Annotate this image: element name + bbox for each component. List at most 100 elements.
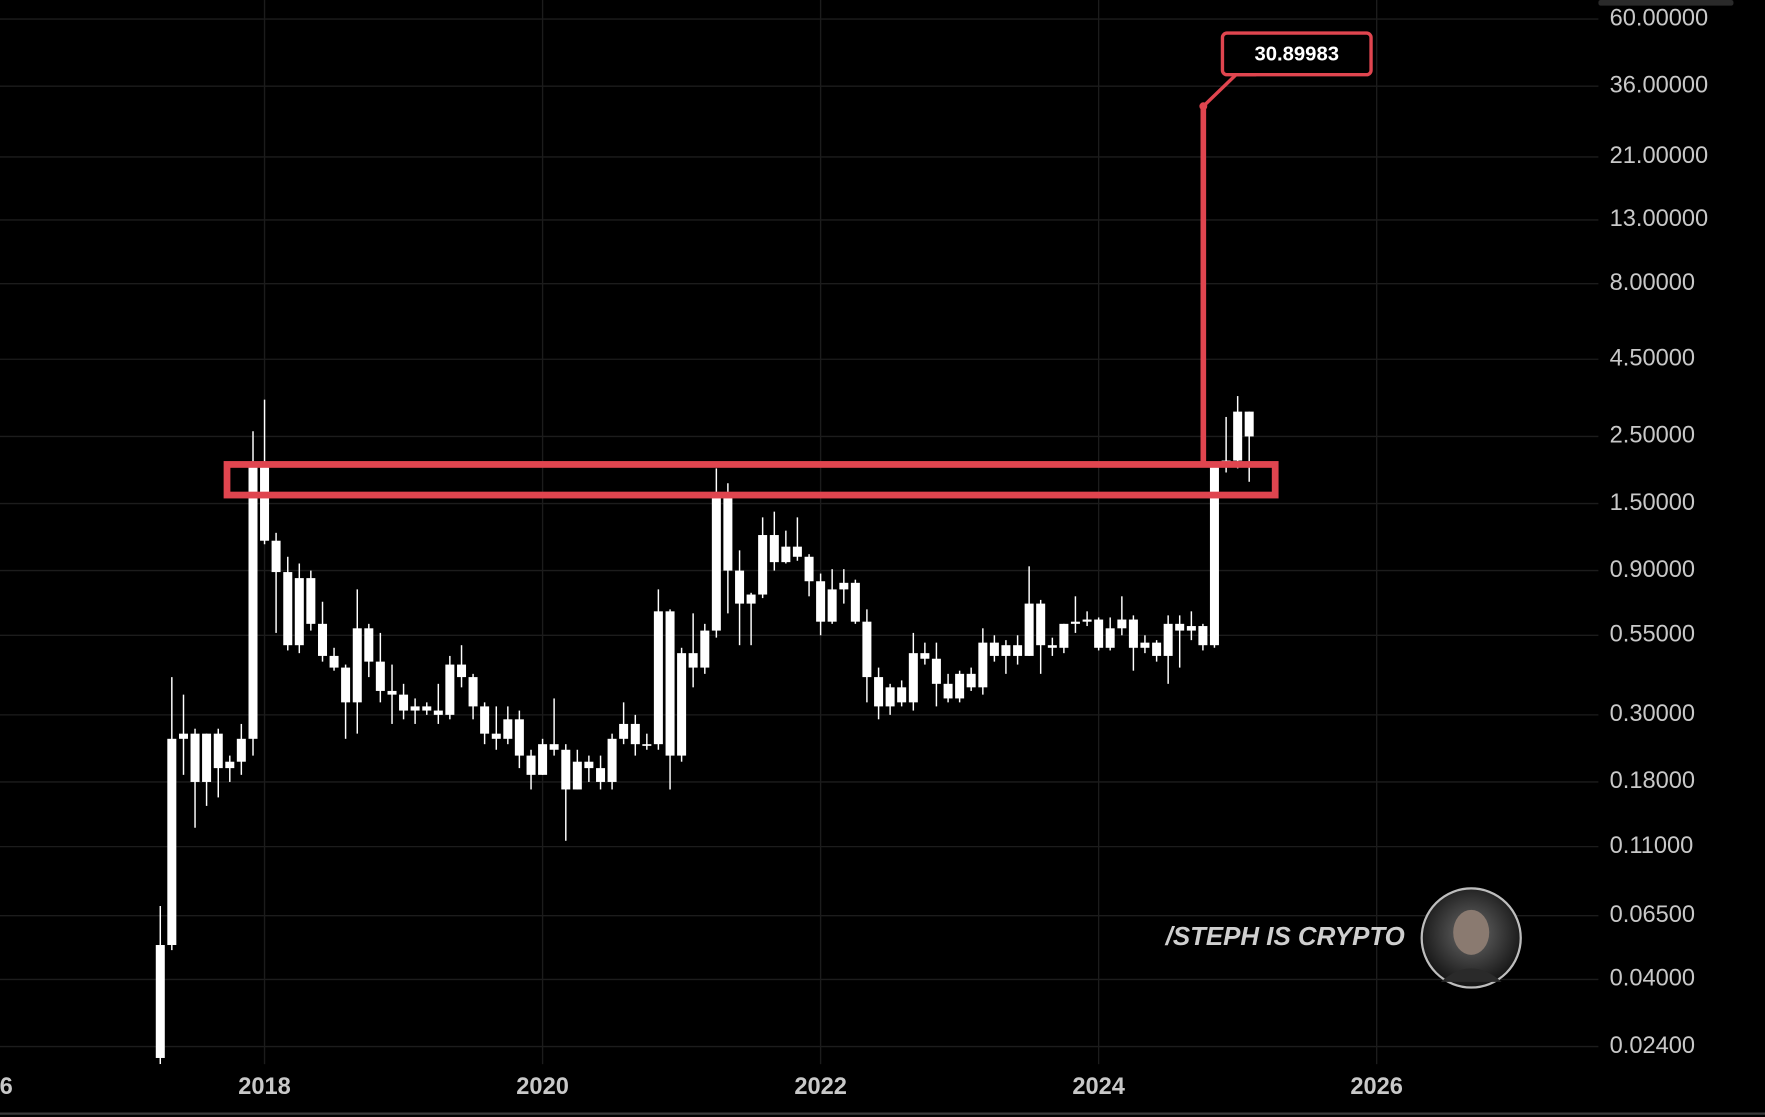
candle-body [746, 594, 756, 604]
candle-body [1001, 645, 1011, 656]
candle-body [908, 653, 918, 703]
candle-body [236, 738, 246, 762]
candle-body [804, 556, 814, 582]
candle-body [943, 683, 953, 699]
candle-body [480, 706, 490, 734]
candle-body [989, 642, 999, 656]
candle-body [619, 723, 629, 739]
x-tick-label: 2016 [0, 1074, 13, 1100]
candle-body [1094, 619, 1104, 648]
candle-body [1047, 645, 1057, 648]
y-tick-label: 0.11000 [1610, 833, 1694, 859]
x-tick-label: 2026 [1350, 1074, 1403, 1100]
candle-body [271, 540, 281, 573]
callout-label: 30.89983 [1255, 43, 1339, 65]
x-tick-label: 2024 [1072, 1074, 1125, 1100]
candle-body [1209, 467, 1219, 646]
candle-body [294, 578, 304, 646]
candle-body [202, 733, 212, 782]
candle-body [538, 744, 548, 775]
candle-body [966, 673, 976, 688]
candle-body [167, 738, 177, 946]
candle-body [596, 768, 606, 782]
candle-body [758, 535, 768, 595]
y-tick-label: 8.00000 [1610, 270, 1695, 296]
candle-body [897, 687, 907, 703]
y-tick-label: 1.50000 [1610, 490, 1695, 516]
y-tick-label: 0.30000 [1610, 701, 1695, 727]
candle-body [329, 655, 339, 668]
candle-body [213, 733, 223, 769]
candle-body [711, 495, 721, 631]
y-tick-label: 0.06500 [1610, 902, 1695, 928]
candle-body [1152, 642, 1162, 656]
candle-body [178, 733, 189, 739]
candle-body [572, 761, 582, 790]
candle-body [816, 581, 826, 622]
x-tick-label: 2020 [516, 1074, 569, 1100]
candle-body [248, 464, 258, 739]
candle-body [399, 694, 409, 711]
candle-body [827, 589, 837, 622]
y-tick-label: 0.04000 [1610, 966, 1695, 992]
toolbar-stub [1598, 0, 1734, 6]
grid [0, 0, 1599, 1065]
x-tick-label: 2022 [794, 1074, 847, 1100]
candle-body [850, 582, 860, 622]
candle-body [1013, 645, 1023, 656]
watermark-group: /STEPH IS CRYPTO [1165, 887, 1522, 989]
y-tick-label: 13.00000 [1610, 206, 1709, 232]
y-tick-label: 0.02400 [1610, 1033, 1695, 1059]
candle-body [341, 667, 351, 703]
candle-body [1175, 623, 1185, 631]
candle-body [514, 719, 524, 756]
candle-body [260, 464, 270, 541]
y-tick-label: 21.00000 [1610, 143, 1709, 169]
candle-body [283, 572, 293, 646]
y-tick-label: 0.18000 [1610, 768, 1695, 794]
candle-body [1105, 628, 1115, 648]
candle-body [688, 653, 698, 668]
candle-body [352, 628, 362, 703]
candle-body [526, 755, 536, 775]
candle-body [318, 623, 328, 656]
watermark: /STEPH IS CRYPTO [1165, 923, 1405, 951]
candle-body [1059, 623, 1069, 648]
candle-body [723, 495, 733, 571]
plot-area [155, 396, 1254, 1065]
candle-body [700, 630, 710, 668]
candle-body [422, 706, 432, 711]
candle-body [1070, 621, 1080, 624]
candle-body [630, 723, 640, 745]
candle-body [781, 546, 791, 563]
y-tick-label: 0.90000 [1610, 557, 1695, 583]
candle-body [839, 582, 849, 590]
candle-body [190, 733, 200, 782]
candle-body [607, 738, 617, 782]
candle-body [1128, 619, 1138, 648]
candle-body [584, 761, 594, 769]
candle-body [1024, 603, 1034, 656]
candle-body [874, 677, 884, 707]
candle-body [457, 664, 467, 678]
candle-body [364, 628, 374, 662]
candle-body [225, 761, 235, 769]
avatar-shirt [1440, 968, 1502, 982]
candle-body [468, 677, 478, 707]
candle-body [955, 673, 965, 699]
candle-body [1163, 623, 1173, 656]
candle-body [978, 642, 988, 688]
candle-body [1244, 411, 1254, 437]
candle-body [1140, 642, 1150, 648]
candle-body [1036, 603, 1046, 646]
candle-body [1233, 411, 1243, 461]
candle-body [561, 749, 571, 790]
candle-body [677, 653, 687, 756]
candle-body [1198, 626, 1208, 646]
candle-body [665, 611, 675, 756]
annotations: 30.89983 [223, 31, 1373, 499]
y-tick-label: 36.00000 [1610, 72, 1709, 98]
candle-body [1186, 626, 1196, 631]
candle-body [792, 546, 802, 557]
